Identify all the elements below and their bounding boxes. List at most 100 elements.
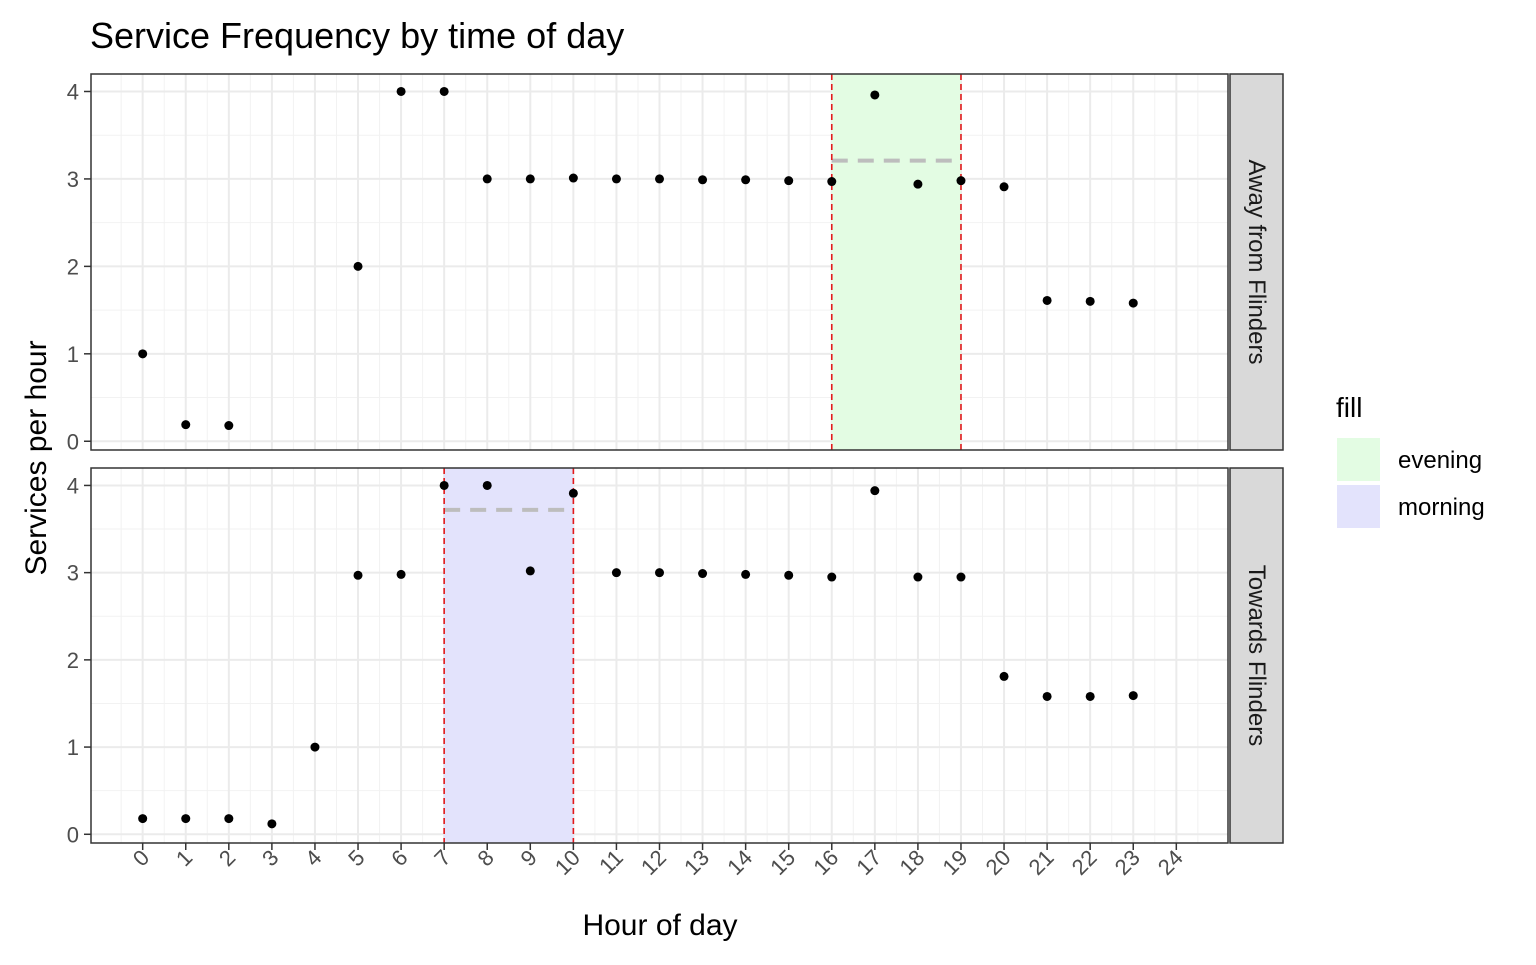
y-tick-label: 4 [67,79,79,104]
data-point [956,572,966,582]
data-point [1085,296,1095,306]
data-point [1128,298,1138,308]
x-tick-label: 2 [214,845,240,871]
y-tick-label: 4 [67,473,79,498]
data-point [827,572,837,582]
legend-title: fill [1336,392,1362,423]
y-tick-label: 0 [67,822,79,847]
highlight-window-evening [831,74,961,450]
data-point [698,175,708,185]
legend-label-evening: evening [1398,447,1482,474]
data-point [267,819,277,829]
panel-border [90,73,1229,451]
data-point [224,814,234,824]
x-tick-label: 9 [515,845,541,871]
data-point [181,420,191,430]
data-point [482,480,492,490]
x-tick-label: 17 [851,845,886,880]
highlight-window-morning [444,468,574,843]
legend-key-morning [1337,485,1380,528]
x-tick-label: 11 [594,845,628,879]
x-tick-label: 14 [722,845,757,880]
data-point [310,742,320,752]
x-tick-label: 5 [343,845,369,871]
data-point [224,421,234,431]
panel-2: 0 1 2 3 4 Towards Flinders [67,467,1284,847]
data-point [741,569,751,579]
data-point [138,349,148,359]
data-point [784,570,794,580]
y-tick-label: 1 [67,735,79,760]
data-point [396,86,406,96]
data-point [870,486,880,496]
data-point [439,86,449,96]
y-tick-label: 3 [67,561,79,586]
legend-key-evening [1337,438,1380,481]
facet-strip [1229,73,1284,451]
x-tick-label: 1 [171,845,197,871]
data-point [870,90,880,100]
data-point [913,179,923,189]
x-tick-label: 7 [429,845,455,871]
x-tick-label: 10 [550,845,585,880]
legend: evening morning [1337,438,1485,528]
data-point [655,174,664,184]
x-axis: 0 1 2 3 4 5 6 7 8 9 10 11 12 13 14 15 16 17 18 19 20 21 22 23 24 [128,843,1188,880]
data-point [999,182,1009,192]
data-point [741,175,751,185]
data-point [482,174,492,184]
data-point [611,174,621,184]
data-point [999,671,1009,681]
data-point [138,814,148,824]
data-point [1042,295,1052,305]
data-point [181,814,191,824]
panels-layer: 0 1 2 3 4 Away from Flinders 0 1 2 3 4 Towards Flin… [67,73,1284,847]
x-tick-label: 0 [128,845,154,871]
chart-title: Service Frequency by time of day [90,15,624,56]
data-point [913,572,923,582]
x-tick-label: 21 [1024,845,1059,880]
x-tick-label: 18 [894,845,929,880]
y-axis-title: Services per hour [20,340,53,575]
x-tick-label: 13 [679,845,714,880]
x-tick-label: 24 [1153,845,1188,880]
data-point [439,480,449,490]
data-point [956,176,966,186]
x-tick-label: 23 [1110,845,1145,880]
facet-strip-label: Towards Flinders [1243,565,1270,746]
data-point [353,570,363,580]
x-tick-label: 20 [981,845,1016,880]
data-point [568,488,578,498]
facet-strip-label: Away from Flinders [1243,160,1270,365]
data-point [525,566,535,576]
data-point [611,568,621,578]
x-axis-title: Hour of day [582,909,737,942]
panel-1: 0 1 2 3 4 Away from Flinders [67,73,1284,454]
data-point [784,176,794,186]
x-tick-label: 4 [300,845,326,871]
data-point [568,173,578,183]
data-point [396,569,406,579]
x-tick-label: 19 [938,845,973,880]
data-point [827,177,837,187]
y-tick-label: 2 [67,254,79,279]
y-tick-label: 1 [67,342,79,367]
data-point [1042,691,1052,701]
x-tick-label: 12 [636,845,671,880]
facet-strip [1229,467,1284,844]
y-tick-label: 0 [67,429,79,454]
x-tick-label: 3 [257,845,283,871]
x-tick-label: 22 [1067,845,1102,880]
x-tick-label: 8 [472,845,498,871]
data-point [525,174,535,184]
data-point [353,261,363,271]
data-point [1128,691,1138,701]
y-tick-label: 3 [67,167,79,192]
x-tick-label: 6 [386,845,412,871]
y-tick-label: 2 [67,648,79,673]
legend-label-morning: morning [1398,494,1485,521]
data-point [1085,691,1095,701]
data-point [655,568,664,578]
